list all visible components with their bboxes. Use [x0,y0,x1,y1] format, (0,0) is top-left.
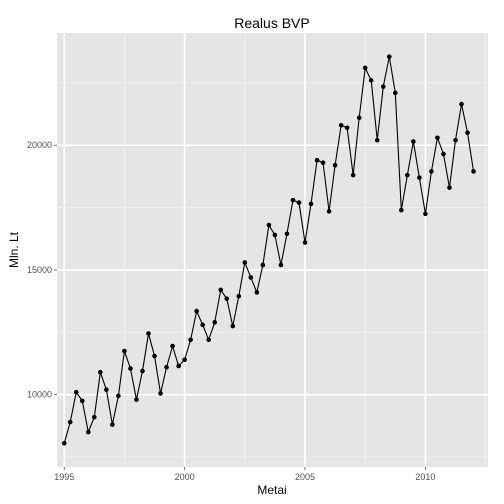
y-tick-label: 10000 [27,390,52,400]
data-point [459,101,464,107]
data-point [140,368,145,374]
data-point [92,414,97,420]
x-tick-label: 2000 [175,472,195,482]
data-point [423,211,428,217]
data-point [338,122,344,128]
data-point [278,262,284,268]
data-point [326,209,332,214]
data-point [405,172,410,178]
data-point [374,137,380,143]
data-point [272,232,278,238]
data-point [230,323,236,329]
chart-title: Realus BVP [234,15,309,31]
data-point [266,222,272,228]
y-axis-ticks: 10000 15000 20000 [27,140,57,400]
data-point [212,320,218,325]
data-point [164,364,169,370]
data-point [128,366,133,371]
data-point [110,422,115,427]
data-point [356,115,362,121]
data-point [302,240,308,245]
data-point [399,207,404,213]
grid-major [57,33,488,467]
data-point [368,78,374,83]
data-point [194,308,199,314]
data-point [392,90,398,96]
data-point [441,151,446,157]
data-point [417,175,422,180]
data-point [182,357,187,363]
data-point [411,139,416,144]
data-point [206,337,211,343]
data-point [429,169,434,174]
data-point [465,130,470,136]
x-tick-label: 2010 [415,472,435,482]
data-point [248,275,254,280]
data-point [134,397,139,402]
data-point [79,398,85,404]
x-tick-label: 1995 [54,472,74,482]
data-point [320,160,326,166]
data-point [200,322,205,328]
plot-panel [57,33,488,467]
data-point [176,363,181,369]
data-point [67,419,73,425]
data-point [242,260,248,265]
data-point [380,84,386,89]
data-point [61,441,67,446]
data-point [453,137,458,143]
data-point [146,331,151,336]
data-point [98,369,103,375]
data-point [218,287,224,293]
y-tick-label: 15000 [27,265,52,275]
data-point [152,353,157,359]
data-point [86,429,91,435]
data-point [188,337,193,343]
y-axis-label: Mln. Lt [7,231,21,268]
x-tick-label: 2005 [295,472,315,482]
data-point [104,387,109,392]
grid-minor [57,33,488,467]
data-point [314,157,320,163]
data-point [116,393,121,399]
y-tick-label: 20000 [27,140,52,150]
data-point [260,262,266,268]
data-point [170,343,175,349]
data-point [122,348,127,354]
data-point [254,290,260,295]
data-point [471,169,476,174]
data-point [284,231,290,237]
x-axis-label: Metai [257,483,286,497]
data-point [344,125,350,131]
data-point [308,201,314,207]
x-axis-ticks: 1995 2000 2005 2010 [54,467,435,482]
data-point [290,197,296,203]
data-point [447,185,452,190]
data-point [350,172,356,178]
data-point [224,296,230,301]
data-point [296,200,302,205]
data-point [73,389,79,395]
data-point [332,162,338,168]
data-point [435,135,440,141]
data-point [362,65,368,71]
data-point [158,391,163,396]
data-point [386,54,392,59]
data-point [236,293,242,299]
data-points [61,54,476,446]
